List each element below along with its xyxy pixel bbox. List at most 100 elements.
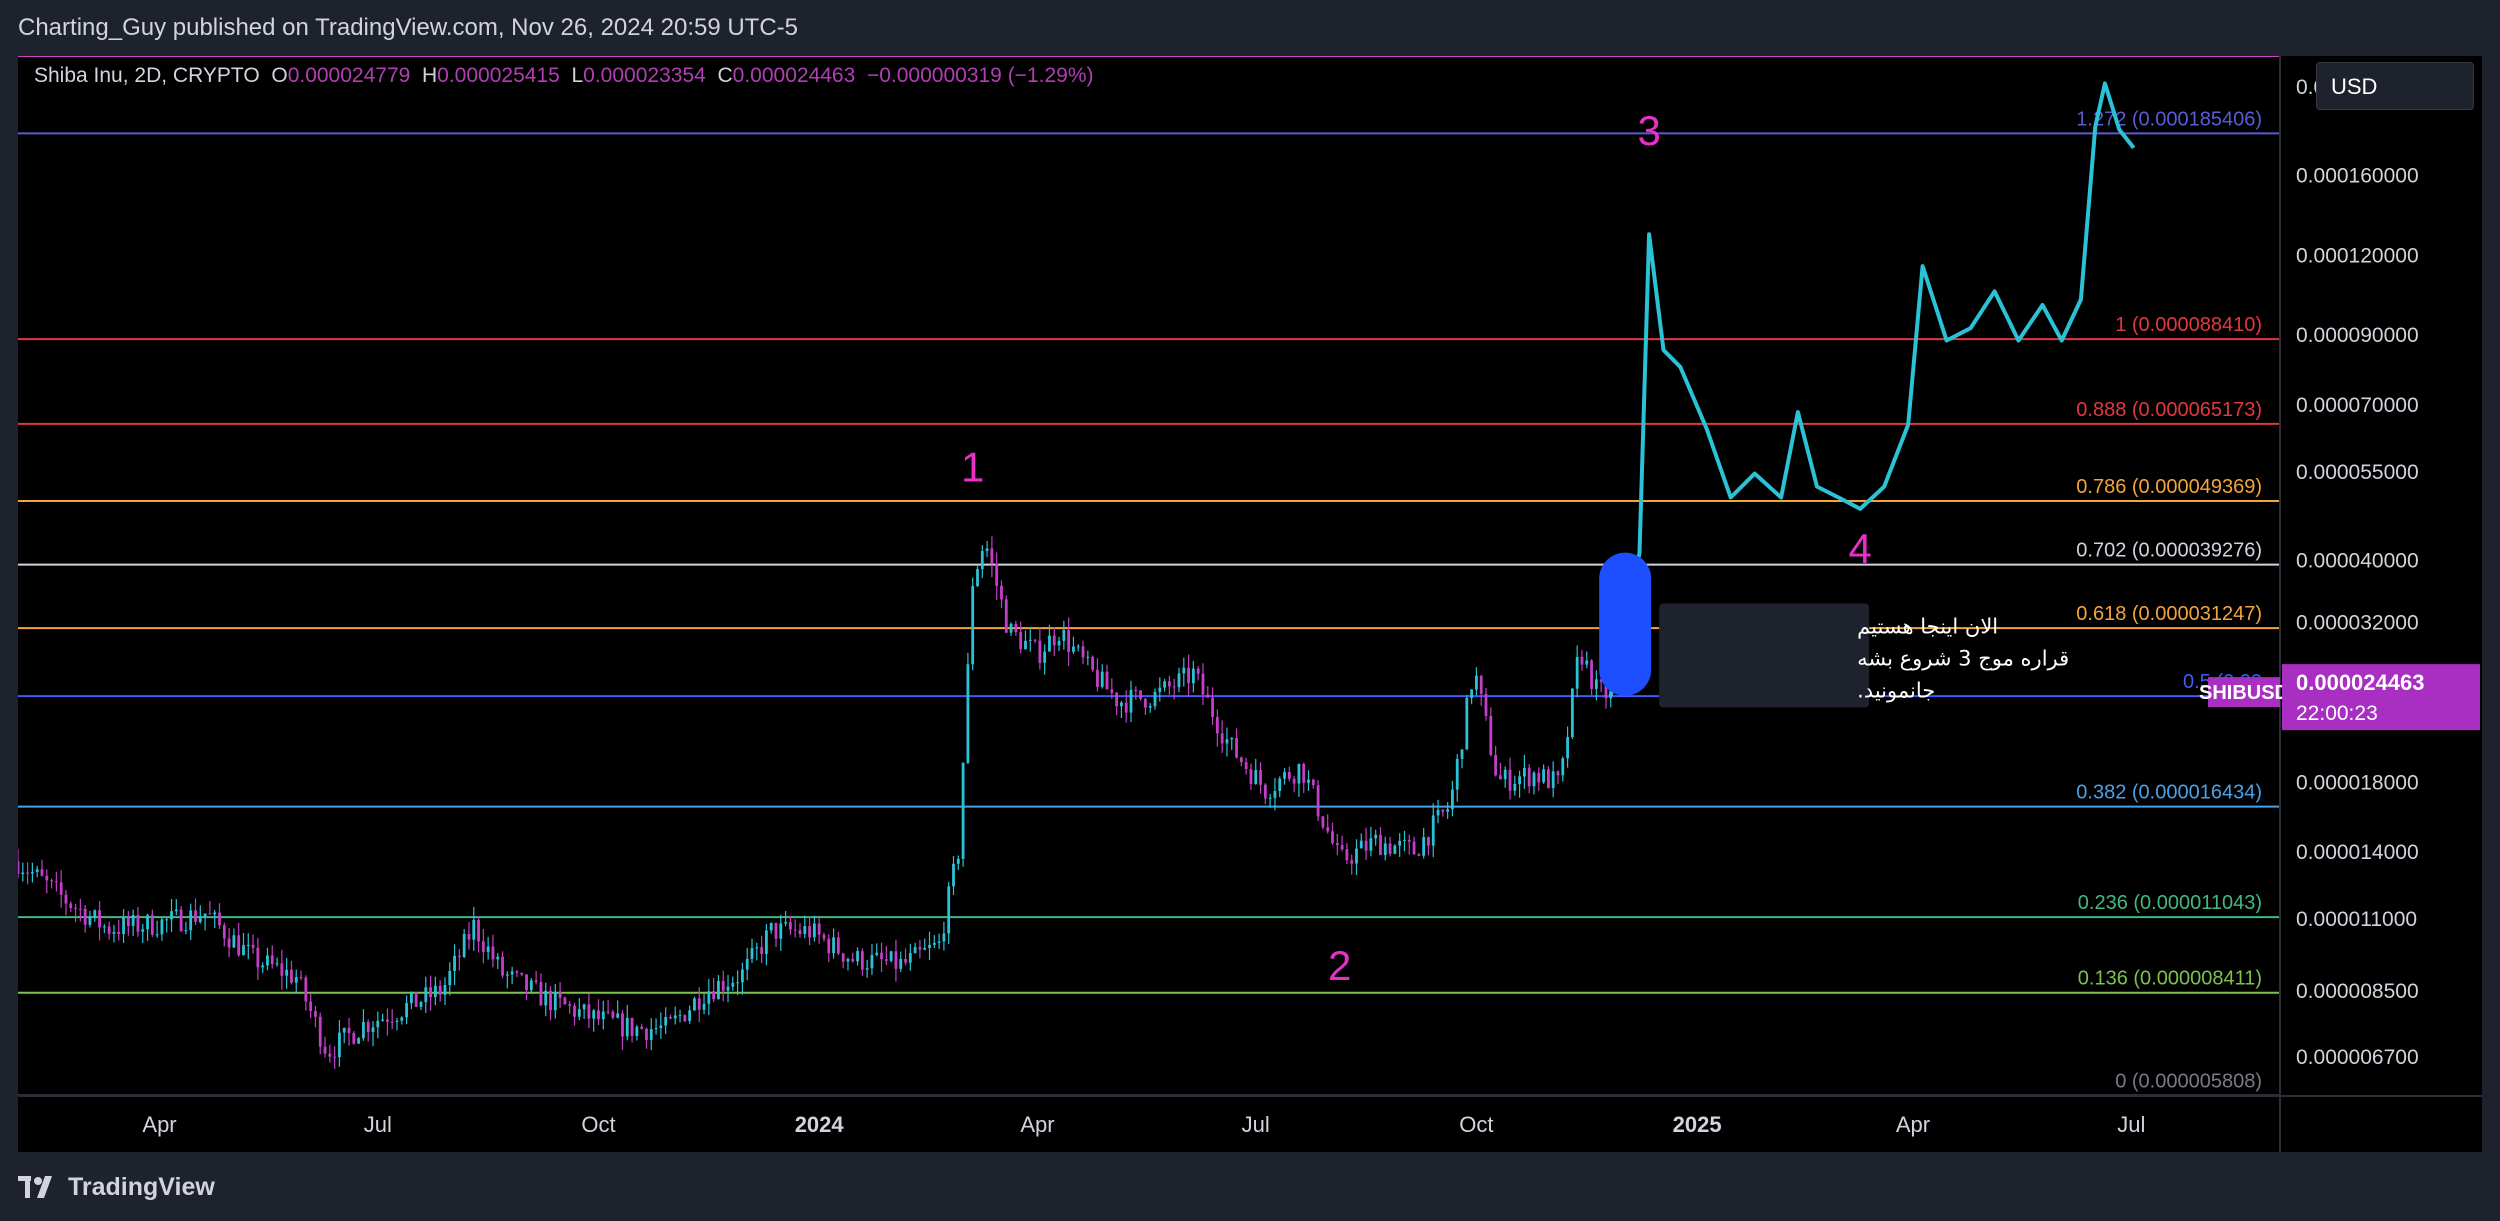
price-chart[interactable]: 1.272 (0.000185406) 1 (0.000088410) 0.888 … [18, 56, 2482, 1152]
candle-body-150 [736, 982, 740, 984]
candle-body-228 [1110, 689, 1114, 693]
candle-body-168 [822, 934, 826, 939]
candle-body-118 [582, 1004, 586, 1010]
candle-body-111 [549, 990, 552, 1011]
candle-body-222 [1081, 646, 1085, 658]
candle-body-110 [544, 990, 548, 1006]
candle-body-68 [342, 1027, 346, 1033]
candle-body-281 [1364, 840, 1368, 851]
candle-body-37 [194, 910, 197, 922]
candle-body-64 [323, 1046, 327, 1054]
candle-body-211 [1028, 639, 1032, 641]
candle-body-61 [309, 1001, 313, 1012]
candle-body-138 [678, 1015, 682, 1017]
y-axis: 0.0002200000.0001600000.0001200000.00009… [2279, 56, 2419, 1152]
candle-body-39 [203, 913, 207, 918]
candle-body-225 [1096, 669, 1099, 687]
annotation-line-2: جانمونید. [1857, 679, 1935, 703]
candle-body-8 [54, 881, 58, 883]
candle-body-164 [803, 926, 807, 935]
chart-area[interactable]: 1.272 (0.000185406) 1 (0.000088410) 0.888 … [18, 56, 2482, 1152]
candle-body-116 [573, 1005, 576, 1017]
x-tick-label-9: Jul [2117, 1112, 2145, 1137]
candle-body-200 [976, 569, 979, 587]
candle-body-32 [170, 911, 173, 920]
candle-body-184 [899, 959, 903, 969]
candle-body-258 [1254, 770, 1258, 785]
candle-body-317 [1537, 772, 1541, 783]
candle-body-106 [525, 974, 528, 991]
candle-body-273 [1326, 827, 1330, 832]
candle-body-305 [1479, 675, 1483, 694]
candle-body-12 [74, 907, 77, 909]
candle-body-85 [424, 987, 428, 1003]
candle-body-279 [1355, 848, 1358, 864]
candle-body-191 [932, 942, 936, 945]
candle-body-263 [1278, 778, 1282, 792]
candle-body-109 [539, 982, 543, 1006]
candle-body-92 [457, 955, 461, 957]
candle-body-198 [966, 664, 970, 763]
candle-body-98 [486, 946, 490, 952]
candle-body-144 [707, 991, 711, 1004]
wave-label-3: 3 [1637, 107, 1660, 154]
candle-body-73 [366, 1021, 370, 1032]
candle-body-323 [1566, 737, 1569, 759]
candle-body-324 [1570, 688, 1574, 738]
candle-body-226 [1100, 671, 1104, 687]
tradingview-logo[interactable]: TradingView [18, 1170, 215, 1204]
candle-body-210 [1024, 640, 1027, 650]
candle-body-28 [150, 915, 154, 935]
candle-body-206 [1004, 599, 1008, 633]
candle-body-128 [630, 1017, 634, 1036]
candle-body-112 [553, 991, 557, 1011]
candle-body-17 [98, 910, 101, 928]
candle-body-91 [453, 955, 456, 971]
candle-body-97 [481, 941, 485, 952]
candle-body-156 [765, 930, 768, 954]
candle-body-35 [184, 930, 188, 932]
candle-body-246 [1196, 668, 1200, 674]
candle-body-249 [1211, 697, 1214, 718]
candle-body-315 [1527, 767, 1531, 787]
candle-body-231 [1124, 702, 1128, 713]
candle-body-47 [242, 945, 245, 956]
high-label: H [422, 64, 438, 87]
candle-body-285 [1383, 843, 1387, 856]
candle-body-242 [1177, 673, 1181, 688]
wave-label-5: 5 [2088, 56, 2111, 62]
x-axis: Apr Jul Oct 2024 Apr Jul Oct 2025 Apr Jul [18, 1095, 2482, 1137]
candle-body-227 [1105, 671, 1109, 690]
candle-body-10 [64, 894, 68, 904]
candle-body-4 [35, 869, 39, 873]
currency-button[interactable]: USD [2316, 62, 2474, 110]
candle-body-95 [472, 919, 476, 940]
candle-body-270 [1311, 779, 1315, 786]
candle-body-79 [395, 1020, 399, 1022]
candle-body-131 [645, 1028, 648, 1040]
candle-body-320 [1551, 771, 1555, 788]
candle-body-194 [947, 886, 951, 934]
candle-body-329 [1594, 679, 1598, 689]
candle-body-322 [1561, 758, 1565, 776]
candle-body-266 [1292, 778, 1296, 784]
candle-body-230 [1120, 702, 1123, 707]
candle-body-69 [347, 1027, 351, 1033]
candle-body-130 [640, 1026, 644, 1029]
candle-body-33 [174, 909, 178, 912]
candle-body-318 [1542, 769, 1545, 783]
candle-body-280 [1359, 840, 1363, 849]
candle-body-237 [1153, 691, 1157, 707]
price-tag-countdown: 22:00:23 [2296, 702, 2378, 725]
candle-body-223 [1086, 656, 1090, 658]
candle-body-82 [409, 992, 413, 1004]
candle-body-209 [1019, 632, 1023, 650]
candle-body-76 [381, 1019, 385, 1021]
candle-body-236 [1148, 706, 1152, 708]
candle-body-43 [222, 925, 226, 939]
price-tag-bg [2282, 664, 2480, 731]
candle-body-71 [357, 1038, 361, 1044]
candle-body-216 [1052, 635, 1056, 646]
candle-body-321 [1556, 771, 1560, 776]
candle-body-26 [141, 929, 145, 932]
